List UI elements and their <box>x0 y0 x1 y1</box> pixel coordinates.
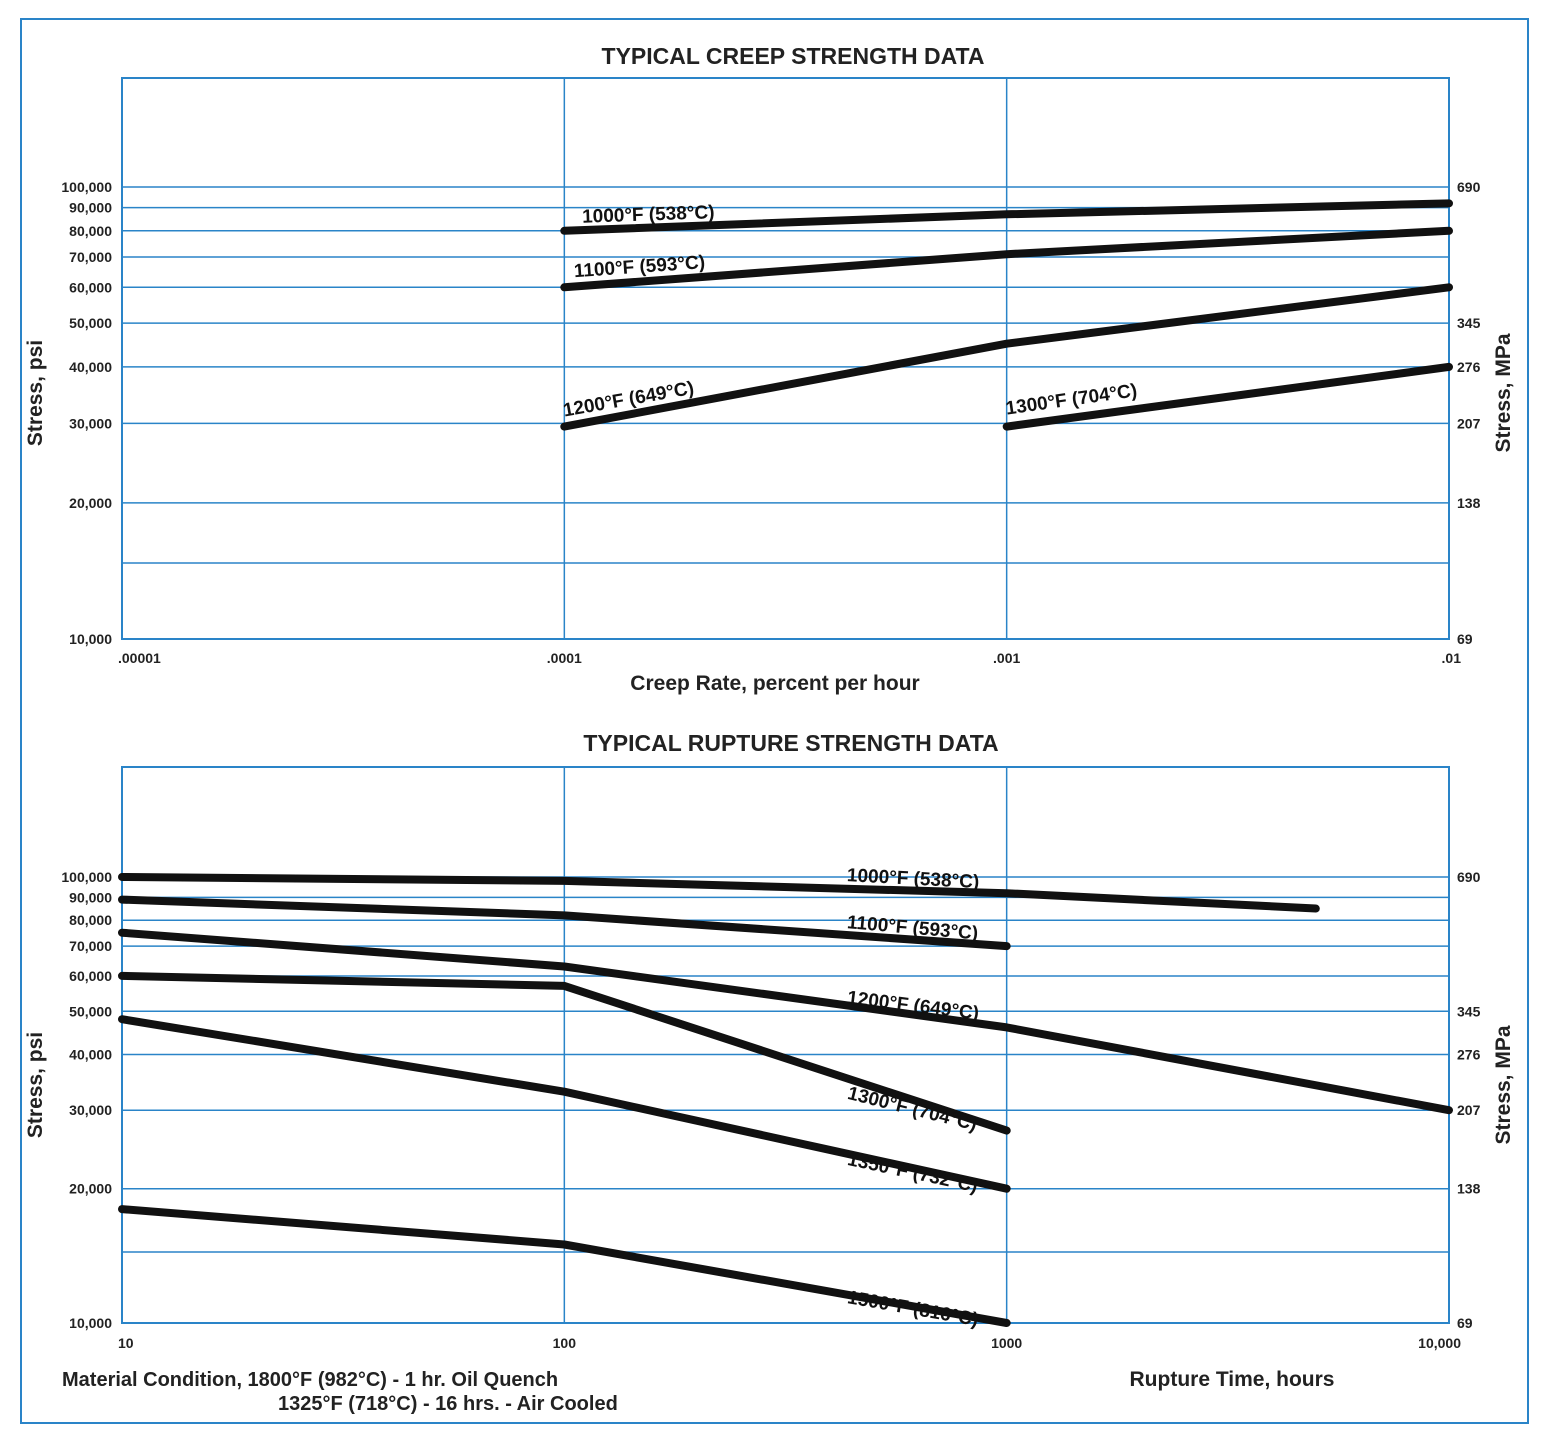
rupture-series-4-label: 1350°F (732°C) <box>846 1149 980 1197</box>
creep-x-tick-label: .00001 <box>118 650 161 666</box>
creep-y-tick-label: 80,000 <box>69 223 112 239</box>
rupture-series-4-line <box>118 1015 1011 1193</box>
rupture-series-5-label: 1500°F (816°C) <box>846 1287 980 1331</box>
figure-frame <box>20 18 1529 1424</box>
rupture-series-2-label: 1200°F (649°C) <box>846 988 980 1025</box>
rupture-y-tick-label: 80,000 <box>69 912 112 928</box>
rupture-y-tick-label: 30,000 <box>69 1102 112 1118</box>
material-condition-line1: Material Condition, 1800°F (982°C) - 1 h… <box>62 1369 558 1391</box>
creep-y-tick-label-right: 690 <box>1457 179 1481 195</box>
rupture-y-tick-label: 50,000 <box>69 1003 112 1019</box>
creep-y-tick-label: 90,000 <box>69 200 112 216</box>
creep-y-tick-label: 100,000 <box>61 179 112 195</box>
creep-y-tick-label: 50,000 <box>69 315 112 331</box>
creep-series-2-line <box>560 283 1453 431</box>
creep-series-0-line <box>560 199 1453 235</box>
rupture-y-tick-label: 60,000 <box>69 968 112 984</box>
rupture-x-axis-label: Rupture Time, hours <box>1130 1368 1335 1391</box>
rupture-series-1-line <box>118 895 1011 951</box>
rupture-y-tick-label: 70,000 <box>69 938 112 954</box>
creep-y-tick-label: 40,000 <box>69 359 112 375</box>
creep-y-tick-label-right: 345 <box>1457 315 1481 331</box>
rupture-y-tick-label: 90,000 <box>69 889 112 905</box>
creep-chart-title: TYPICAL CREEP STRENGTH DATA <box>602 43 985 69</box>
creep-plot-border <box>121 77 1450 640</box>
rupture-series-2-line <box>118 928 1453 1115</box>
rupture-chart-title: TYPICAL RUPTURE STRENGTH DATA <box>583 730 998 756</box>
creep-series-0-label: 1000°F (538°C) <box>582 202 715 228</box>
creep-y-tick-label: 30,000 <box>69 415 112 431</box>
rupture-series-3-line <box>118 971 1011 1135</box>
material-condition-line2: 1325°F (718°C) - 16 hrs. - Air Cooled <box>278 1393 618 1415</box>
creep-series-3-line <box>1002 362 1453 431</box>
rupture-y-tick-label-right: 690 <box>1457 869 1481 885</box>
rupture-chart: 10,000 20,000 30,000 40,000 50,000 60,000 70,0… <box>61 766 1481 1351</box>
rupture-y-tick-label: 100,000 <box>61 869 112 885</box>
creep-x-tick-label: .01 <box>1442 650 1462 666</box>
creep-y-tick-label: 60,000 <box>69 279 112 295</box>
creep-chart: 10,000 20,000 30,000 40,000 50,000 60,000 70,0… <box>61 77 1481 666</box>
rupture-y-tick-label-right: 138 <box>1457 1181 1481 1197</box>
rupture-y-tick-label-right: 276 <box>1457 1046 1481 1062</box>
rupture-series-0-line <box>118 873 1320 913</box>
creep-y-tick-label-right: 207 <box>1457 415 1481 431</box>
creep-y-tick-label: 70,000 <box>69 249 112 265</box>
rupture-x-tick-label: 100 <box>553 1335 577 1351</box>
rupture-y-tick-label-right: 345 <box>1457 1003 1481 1019</box>
rupture-y-tick-label: 40,000 <box>69 1046 112 1062</box>
creep-y-axis-label-right: Stress, MPa <box>1492 333 1515 452</box>
creep-y-tick-label: 20,000 <box>69 495 112 511</box>
creep-series-1-line <box>560 226 1453 292</box>
rupture-plot-border <box>121 766 1450 1324</box>
rupture-y-axis-label-right: Stress, MPa <box>1492 1025 1515 1144</box>
rupture-x-tick-label: 10 <box>118 1335 134 1351</box>
creep-x-tick-label: .0001 <box>547 650 582 666</box>
creep-y-tick-label-right: 69 <box>1457 631 1473 647</box>
creep-y-axis-label: Stress, psi <box>24 340 47 446</box>
rupture-x-tick-label: 1000 <box>991 1335 1022 1351</box>
rupture-y-tick-label-right: 69 <box>1457 1315 1473 1331</box>
rupture-series-5-line <box>118 1205 1011 1327</box>
rupture-x-tick-label: 10,000 <box>1418 1335 1461 1351</box>
creep-y-tick-label-right: 276 <box>1457 359 1481 375</box>
rupture-y-tick-label-right: 207 <box>1457 1102 1481 1118</box>
creep-x-axis-label: Creep Rate, percent per hour <box>630 672 919 695</box>
rupture-y-axis-label: Stress, psi <box>24 1032 47 1138</box>
rupture-y-tick-label: 10,000 <box>69 1315 112 1331</box>
rupture-series-3-label: 1300°F (704°C) <box>845 1083 979 1135</box>
creep-y-tick-label: 10,000 <box>69 631 112 647</box>
creep-y-tick-label-right: 138 <box>1457 495 1481 511</box>
creep-x-tick-label: .001 <box>993 650 1020 666</box>
rupture-y-tick-label: 20,000 <box>69 1181 112 1197</box>
